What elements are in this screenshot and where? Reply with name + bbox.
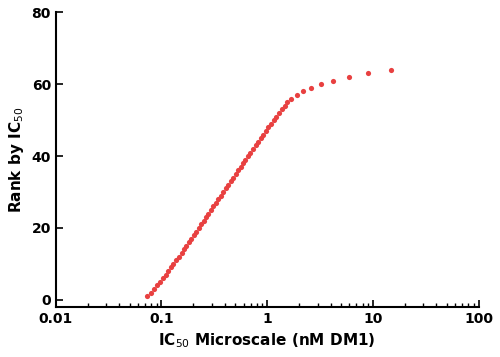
- Point: [232, 171, 239, 177]
- Point: [210, 203, 218, 209]
- Point: [170, 261, 177, 267]
- Point: [212, 200, 220, 206]
- Point: [239, 160, 247, 166]
- Point: [307, 85, 315, 91]
- Point: [264, 125, 272, 130]
- Point: [234, 167, 242, 173]
- Point: [219, 189, 227, 195]
- Point: [204, 211, 212, 216]
- Point: [244, 153, 252, 159]
- Point: [346, 74, 354, 80]
- Y-axis label: Rank by IC$_{50}$: Rank by IC$_{50}$: [7, 106, 26, 213]
- Point: [162, 272, 170, 277]
- Point: [388, 67, 396, 73]
- Point: [150, 286, 158, 292]
- Point: [275, 110, 283, 116]
- Point: [272, 114, 280, 120]
- Point: [175, 254, 183, 260]
- Point: [182, 243, 190, 249]
- Point: [267, 121, 275, 127]
- Point: [224, 182, 232, 188]
- Point: [194, 225, 202, 231]
- Point: [178, 250, 186, 256]
- Point: [246, 150, 254, 155]
- Point: [292, 92, 300, 98]
- Point: [236, 164, 244, 170]
- Point: [192, 229, 200, 235]
- X-axis label: IC$_{50}$ Microscale (nM DM1): IC$_{50}$ Microscale (nM DM1): [158, 331, 376, 350]
- Point: [284, 99, 292, 105]
- Point: [159, 275, 167, 281]
- Point: [166, 265, 174, 270]
- Point: [217, 193, 225, 198]
- Point: [364, 71, 372, 76]
- Point: [287, 96, 295, 101]
- Point: [262, 128, 270, 134]
- Point: [226, 178, 234, 184]
- Point: [200, 218, 207, 223]
- Point: [164, 268, 172, 274]
- Point: [207, 207, 215, 213]
- Point: [270, 117, 278, 123]
- Point: [197, 221, 205, 227]
- Point: [185, 240, 193, 245]
- Point: [222, 186, 230, 191]
- Point: [316, 81, 324, 87]
- Point: [252, 142, 260, 148]
- Point: [180, 247, 188, 252]
- Point: [280, 103, 288, 109]
- Point: [202, 214, 210, 220]
- Point: [249, 146, 257, 152]
- Point: [172, 257, 180, 263]
- Point: [190, 232, 198, 238]
- Point: [152, 282, 160, 288]
- Point: [257, 135, 265, 141]
- Point: [147, 290, 155, 296]
- Point: [242, 157, 250, 162]
- Point: [300, 89, 308, 94]
- Point: [156, 279, 164, 285]
- Point: [254, 139, 262, 145]
- Point: [143, 293, 151, 299]
- Point: [188, 236, 196, 242]
- Point: [278, 106, 286, 112]
- Point: [229, 175, 237, 181]
- Point: [260, 132, 268, 137]
- Point: [214, 196, 222, 202]
- Point: [329, 78, 337, 84]
